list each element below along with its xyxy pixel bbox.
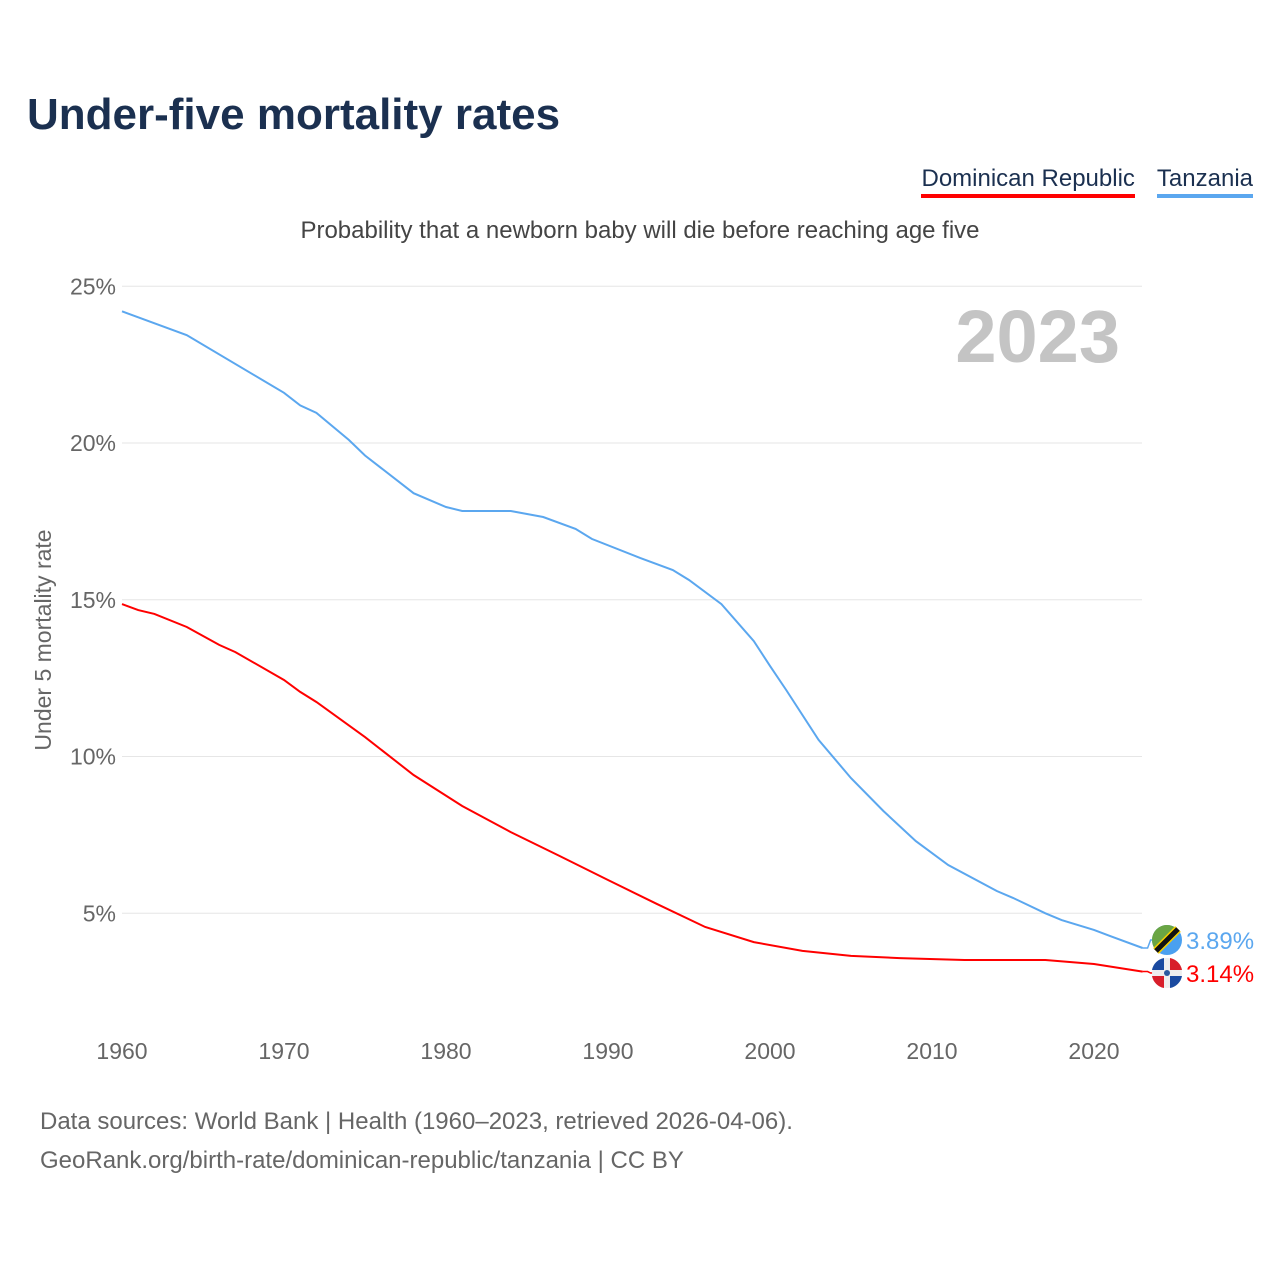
y-tick-label: 25%: [70, 273, 116, 299]
flag-black: [1154, 927, 1180, 953]
line-chart: 2023 Under 5 mortality rate 5% 10% 15% 20% 2…: [30, 273, 1254, 1064]
legend-item-dominican-republic[interactable]: Dominican Republic: [921, 165, 1135, 198]
flag-green: [1152, 925, 1176, 949]
page-title: Under-five mortality rates: [27, 90, 561, 139]
tanzania-flag-icon: [1152, 925, 1182, 955]
flag-red: [1152, 958, 1182, 988]
y-tick-label: 5%: [83, 900, 116, 926]
chart-subtitle: Probability that a newborn baby will die…: [300, 217, 980, 244]
flag-blue: [1152, 958, 1182, 988]
y-tick-label: 20%: [70, 430, 116, 456]
source-line-2[interactable]: GeoRank.org/birth-rate/dominican-republi…: [40, 1147, 684, 1174]
x-tick-label: 1970: [258, 1038, 309, 1064]
x-tick-label: 1980: [420, 1038, 471, 1064]
flag-emblem: [1164, 970, 1170, 976]
year-watermark: 2023: [955, 295, 1120, 378]
x-tick-label: 1990: [582, 1038, 633, 1064]
end-value-label: 3.14%: [1186, 961, 1254, 988]
legend: Dominican Republic Tanzania: [921, 165, 1253, 198]
dominican-republic-flag-icon: [1152, 958, 1182, 988]
legend-item-tanzania[interactable]: Tanzania: [1156, 165, 1253, 198]
x-tick-label: 2000: [744, 1038, 795, 1064]
x-tick-label: 2020: [1068, 1038, 1119, 1064]
y-tick-label: 15%: [70, 587, 116, 613]
y-axis-label: Under 5 mortality rate: [30, 529, 56, 750]
end-value-label: 3.89%: [1186, 928, 1254, 955]
x-tick-label: 2010: [906, 1038, 957, 1064]
series-line-dominican-republic: [121, 603, 1143, 973]
y-tick-label: 10%: [70, 744, 116, 770]
source-line-1: Data sources: World Bank | Health (1960–…: [40, 1108, 793, 1135]
x-tick-label: 1960: [96, 1038, 147, 1064]
series-line-tanzania: [121, 310, 1143, 949]
